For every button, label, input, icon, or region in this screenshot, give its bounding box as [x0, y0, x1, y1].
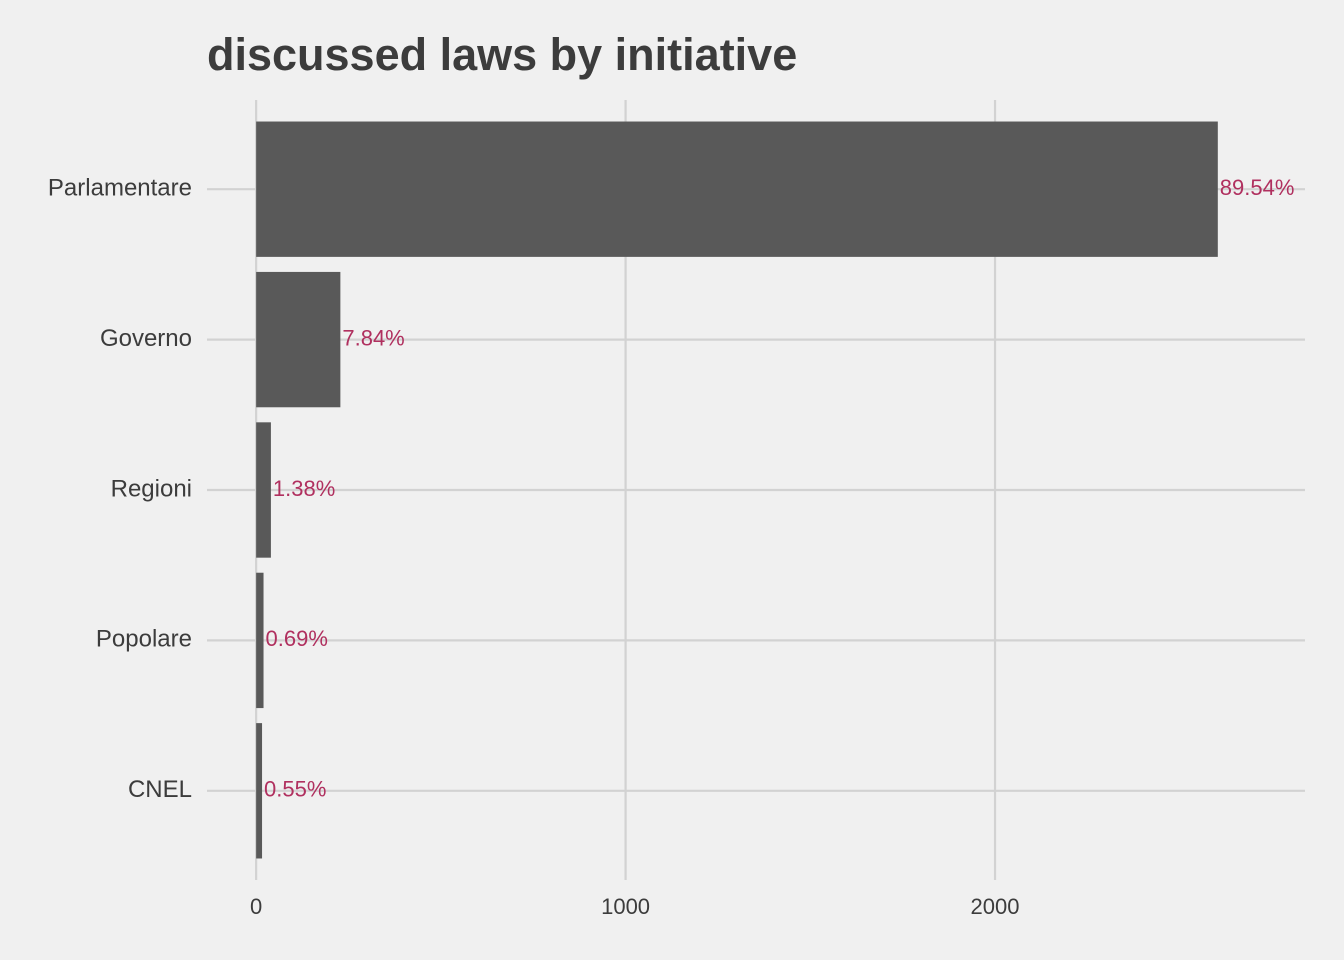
data-label: 7.84%	[342, 325, 404, 350]
y-tick-label: Popolare	[96, 626, 192, 653]
bar	[256, 572, 264, 709]
bar	[256, 723, 263, 859]
bar	[256, 422, 271, 558]
data-label: 0.69%	[266, 626, 328, 651]
bar	[256, 121, 1218, 257]
x-tick-label: 2000	[971, 894, 1020, 919]
data-label: 89.54%	[1220, 175, 1295, 200]
x-tick-label: 0	[250, 894, 262, 919]
y-tick-label: Regioni	[111, 475, 192, 502]
data-label: 0.55%	[264, 777, 326, 802]
data-label: 1.38%	[273, 476, 335, 501]
x-tick-label: 1000	[601, 894, 650, 919]
y-tick-label: Governo	[100, 325, 192, 352]
y-tick-label: Parlamentare	[48, 175, 192, 202]
bar	[256, 271, 341, 408]
chart-title: discussed laws by initiative	[207, 29, 797, 80]
y-tick-label: CNEL	[128, 776, 192, 803]
